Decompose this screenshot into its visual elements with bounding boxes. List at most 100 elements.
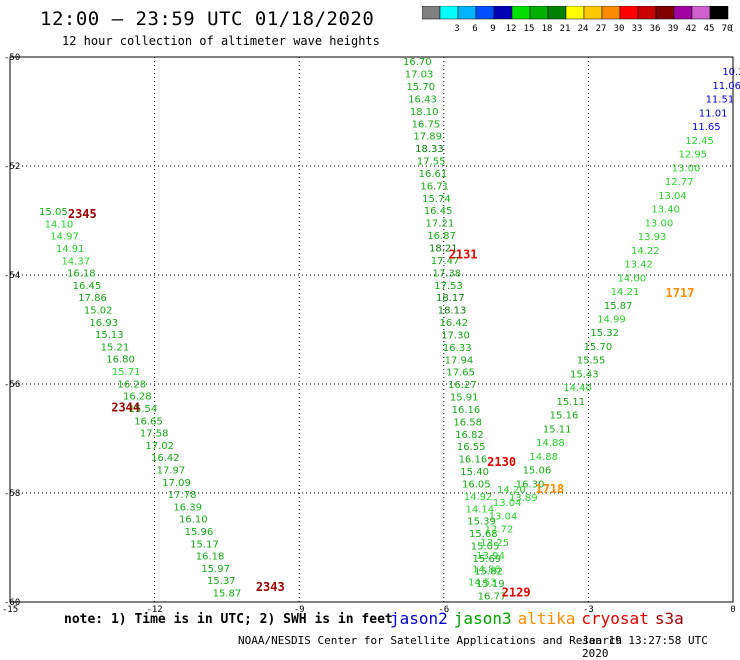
legend-value: 21 (560, 24, 571, 34)
wave-height-label: 14.88 (529, 452, 558, 463)
longitude-tick-label: -6 (438, 605, 449, 615)
wave-height-label: 16.55 (457, 442, 486, 453)
wave-height-label: 15.39 (467, 517, 496, 528)
wave-height-label: 16.58 (453, 417, 482, 428)
wave-height-label: 11.65 (692, 122, 721, 133)
wave-height-label: 16.16 (459, 455, 488, 466)
pass-time-label: 2345 (68, 207, 97, 221)
wave-height-label: 17.30 (441, 330, 470, 341)
wave-height-label: 18.33 (415, 144, 444, 155)
legend-value: 36 (650, 24, 661, 34)
legend-value: 15 (524, 24, 535, 34)
wave-height-label: 13.94 (476, 551, 505, 562)
legend-value: 27 (596, 24, 607, 34)
wave-height-label: 15.87 (604, 301, 633, 312)
wave-height-label: 15.55 (577, 356, 606, 367)
wave-height-label: 15.91 (450, 393, 479, 404)
wave-height-label: 15.87 (213, 589, 242, 600)
wave-height-label: 16.16 (452, 405, 481, 416)
wave-height-label: 15.02 (84, 306, 113, 317)
wave-height-label: 16.87 (427, 231, 456, 242)
wave-height-label: 17.58 (140, 429, 169, 440)
wave-height-label: 17.65 (446, 368, 475, 379)
wave-height-label: 15.05 (39, 207, 68, 218)
wave-height-label: 17.02 (145, 441, 174, 452)
wave-height-label: 16.28 (117, 379, 146, 390)
wave-height-label: 16.42 (151, 453, 180, 464)
wave-height-label: 14.88 (536, 438, 565, 449)
legend-swatch (709, 6, 729, 20)
wave-height-label: 15.97 (201, 564, 230, 575)
pass-time-label: 1717 (666, 286, 695, 300)
wave-height-label: 11.06 (712, 81, 740, 92)
legend-value: 45 (704, 24, 715, 34)
wave-height-label: 14.99 (597, 315, 626, 326)
wave-height-label: 14.10 (45, 219, 74, 230)
legend-value: 42 (686, 24, 697, 34)
wave-height-label: 15.70 (406, 82, 435, 93)
wave-height-label: 15.74 (422, 194, 451, 205)
wave-height-label: 13.89 (509, 493, 538, 504)
wave-height-label: 17.38 (433, 268, 462, 279)
wave-height-label: 14.14 (466, 504, 495, 515)
pass-time-label: 2343 (256, 580, 285, 594)
pass-time-label: 2344 (111, 400, 140, 414)
wave-height-label: 15.82 (474, 566, 503, 577)
wave-height-label: 15.40 (460, 467, 489, 478)
wave-height-label: 16.45 (424, 206, 453, 217)
wave-height-label: 13.25 (480, 538, 509, 549)
legend-value: 39 (668, 24, 679, 34)
latitude-tick-label: -60 (4, 598, 20, 608)
latitude-tick-label: -58 (4, 489, 20, 499)
map-subtitle: 12 hour collection of altimeter wave hei… (62, 34, 380, 48)
wave-height-label: 13.04 (658, 191, 687, 202)
wave-height-label: 16.30 (516, 479, 545, 490)
wave-height-label: 15.70 (584, 342, 613, 353)
wave-height-label: 14.97 (50, 232, 79, 243)
latitude-tick-label: -56 (4, 380, 20, 390)
legend-value: 30 (614, 24, 625, 34)
wave-height-label: 17.55 (417, 157, 446, 168)
wave-height-label: 16.65 (134, 416, 163, 427)
wave-height-label: 16.77 (478, 591, 507, 602)
wave-height-label: 13.93 (638, 232, 667, 243)
legend-value: 24 (578, 24, 589, 34)
legend-value: 70 (722, 24, 733, 34)
satellite-key-cryosat: cryosat (581, 609, 649, 628)
wave-height-label: 13.00 (645, 218, 674, 229)
map-title: 12:00 — 23:59 UTC 01/18/2020 (40, 8, 375, 30)
wave-height-label: 13.00 (672, 163, 701, 174)
wave-height-label: 15.16 (550, 411, 579, 422)
wave-height-label: 15.21 (101, 342, 130, 353)
wave-height-label: 15.11 (556, 397, 585, 408)
wave-height-label: 15.54 (129, 404, 158, 415)
wave-height-label: 14.53 (468, 578, 497, 589)
wave-height-label: 15.06 (523, 466, 552, 477)
wave-height-label: 14.92 (464, 492, 493, 503)
legend-value: 9 (490, 24, 495, 34)
longitude-tick-label: -15 (2, 605, 18, 615)
wave-height-label: 14.91 (56, 244, 85, 255)
wave-height-label: 16.28 (123, 392, 152, 403)
pass-time-label: 2129 (502, 586, 531, 600)
wave-height-label: 12.72 (485, 525, 514, 536)
wave-height-label: 12.95 (678, 150, 707, 161)
wave-height-label: 18.17 (436, 293, 465, 304)
longitude-tick-label: -3 (583, 605, 594, 615)
wave-height-label: 16.93 (89, 318, 118, 329)
wave-height-label: 16.10 (179, 515, 208, 526)
wave-height-label: 11.51 (706, 95, 735, 106)
wave-height-label: 15.05 (471, 542, 500, 553)
wave-height-label: 16.75 (412, 119, 441, 130)
wave-height-label: 16.05 (462, 479, 491, 490)
wave-height-label: 14.20 (497, 485, 526, 496)
wave-height-label: 15.43 (570, 369, 599, 380)
longitude-tick-label: -9 (294, 605, 305, 615)
wave-height-label: 11.01 (699, 108, 728, 119)
wave-height-label: 15.19 (476, 579, 505, 590)
wave-height-label: 13.04 (489, 511, 518, 522)
legend-value: 3 (454, 24, 459, 34)
generation-timestamp: Jan 19 13:27:58 UTC 2020 (582, 634, 708, 660)
